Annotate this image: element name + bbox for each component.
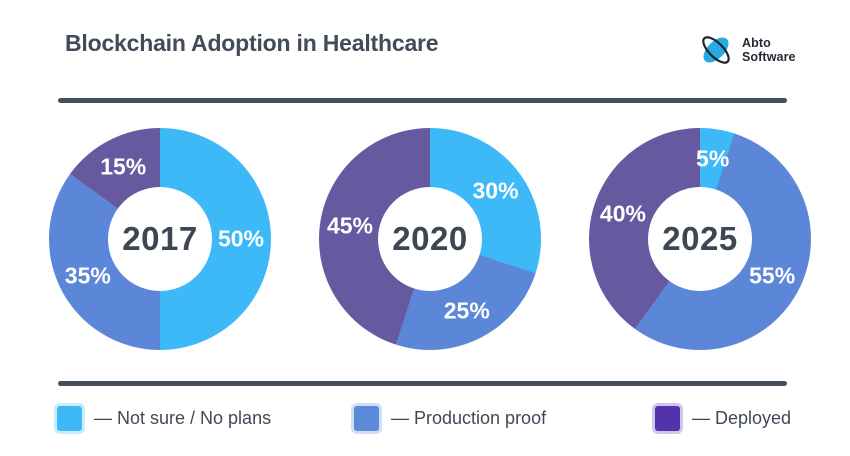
legend-item: — Deployed (655, 404, 791, 432)
donut-hole: 2017 (108, 187, 212, 291)
slice-value-label: 5% (696, 145, 730, 172)
donut-chart-2025: 2025 5% 55% 40% (589, 128, 811, 350)
legend-swatch (354, 405, 379, 431)
page-title: Blockchain Adoption in Healthcare (65, 30, 439, 56)
slice-value-label: 45% (326, 212, 374, 239)
company-logo: Abto Software (696, 30, 796, 70)
slice-value-label: 15% (100, 153, 147, 180)
donut-hole: 2025 (648, 187, 752, 291)
donut-chart-2020: 2020 30% 25% 45% (319, 128, 541, 350)
donut-hole: 2020 (378, 187, 482, 291)
charts-row: 2017 50% 35% 15% 2020 30% 25% 45% 2025 5% 55% 40% (49, 128, 811, 350)
slice-value-label: 30% (472, 177, 519, 204)
legend-label: — Not sure / No plans (94, 407, 272, 428)
top-divider (58, 98, 787, 103)
donut-center-year: 2017 (122, 220, 198, 257)
logo-line2: Software (742, 50, 796, 64)
slice-value-label: 50% (217, 225, 265, 252)
donut-center-year: 2025 (662, 220, 738, 257)
legend-item: — Not sure / No plans (57, 404, 271, 432)
legend-label: — Production proof (391, 407, 547, 428)
slice-value-label: 25% (443, 297, 490, 324)
legend-swatch (57, 405, 82, 431)
slice-value-label: 55% (749, 262, 796, 289)
donut-center-year: 2020 (392, 220, 468, 257)
donut-chart-2017: 2017 50% 35% 15% (49, 128, 271, 350)
legend-swatch (655, 405, 680, 431)
chart-legend: — Not sure / No plans — Production proof —… (57, 404, 793, 434)
slice-value-label: 40% (599, 200, 646, 227)
logo-line1: Abto (742, 36, 771, 50)
abto-orbit-icon (696, 30, 736, 70)
legend-label: — Deployed (692, 407, 792, 428)
bottom-divider (58, 381, 787, 386)
logo-wordmark: Abto Software (742, 36, 796, 64)
slice-value-label: 35% (64, 262, 111, 289)
legend-item: — Production proof (354, 404, 546, 432)
